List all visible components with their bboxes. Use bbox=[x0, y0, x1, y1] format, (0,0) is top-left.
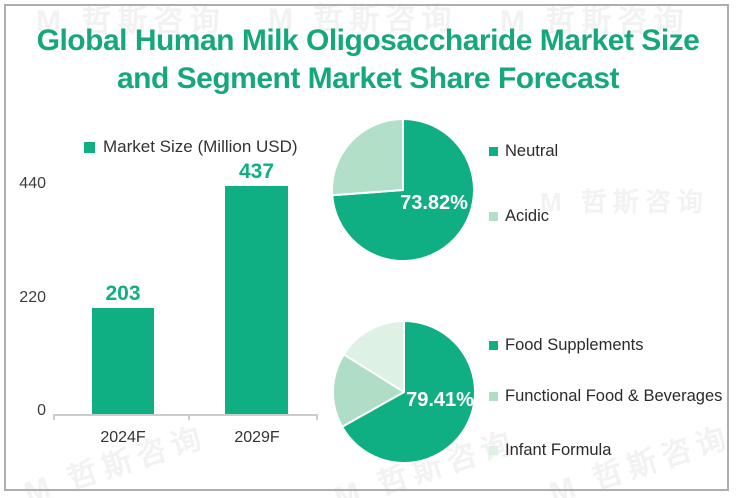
bar-legend-swatch bbox=[84, 141, 95, 153]
bar-value-2024f: 203 bbox=[105, 281, 141, 305]
x-axis-label-2024f: 2024F bbox=[100, 429, 146, 446]
y-axis-tick-220: 220 bbox=[19, 289, 46, 306]
legend-label-infant-formula: Infant Formula bbox=[505, 440, 612, 459]
legend-swatch-infant-formula bbox=[489, 445, 498, 455]
legend-swatch-neutral bbox=[489, 146, 498, 156]
pie-chart-nature bbox=[331, 118, 476, 262]
bar-2029f bbox=[225, 185, 288, 414]
figure-title: Global Human Milk Oligosaccharide Market… bbox=[10, 22, 726, 98]
legend-swatch-functional-food-beverages bbox=[489, 391, 498, 401]
legend-swatch-acidic bbox=[489, 211, 498, 221]
pie-slice-infant-formula bbox=[342, 320, 405, 393]
legend-item-neutral: Neutral bbox=[489, 141, 558, 161]
pie-nature-percent-label: 73.82% bbox=[400, 192, 468, 214]
y-axis-tick-0: 0 bbox=[37, 402, 46, 419]
y-axis-tick-440: 440 bbox=[19, 175, 46, 192]
x-axis-tick bbox=[188, 414, 190, 420]
legend-item-functional-food-beverages: Functional Food & Beverages bbox=[489, 386, 722, 406]
x-axis-tick bbox=[316, 414, 318, 420]
bar-legend: Market Size (Million USD) bbox=[84, 137, 298, 156]
legend-item-acidic: Acidic bbox=[489, 206, 549, 226]
pie-slice-food-supplements bbox=[341, 320, 476, 464]
pie-slice-functional-food-beverages bbox=[332, 353, 405, 428]
bar-legend-label: Market Size (Million USD) bbox=[103, 137, 298, 156]
bar-2024f bbox=[92, 307, 154, 414]
x-axis-tick bbox=[53, 414, 55, 420]
legend-swatch-food-supplements bbox=[489, 340, 498, 350]
x-axis-label-2029f: 2029F bbox=[234, 429, 280, 446]
legend-label-neutral: Neutral bbox=[505, 141, 559, 160]
bar-value-2029f: 437 bbox=[238, 159, 275, 183]
legend-label-acidic: Acidic bbox=[505, 206, 550, 225]
pie-application-percent-label: 79.41% bbox=[406, 389, 474, 411]
pie-slice-acidic bbox=[331, 118, 404, 197]
legend-label-food-supplements: Food Supplements bbox=[505, 335, 644, 354]
x-axis-line bbox=[53, 414, 318, 416]
legend-item-food-supplements: Food Supplements bbox=[489, 335, 644, 355]
figure-frame bbox=[4, 4, 729, 491]
pie-chart-application bbox=[332, 320, 476, 464]
legend-label-functional-food-beverages: Functional Food & Beverages bbox=[505, 386, 723, 405]
figure-title-line1: Global Human Milk Oligosaccharide Market… bbox=[36, 24, 700, 57]
figure-title-line2: and Segment Market Share Forecast bbox=[116, 62, 620, 95]
legend-item-infant-formula: Infant Formula bbox=[489, 440, 611, 460]
